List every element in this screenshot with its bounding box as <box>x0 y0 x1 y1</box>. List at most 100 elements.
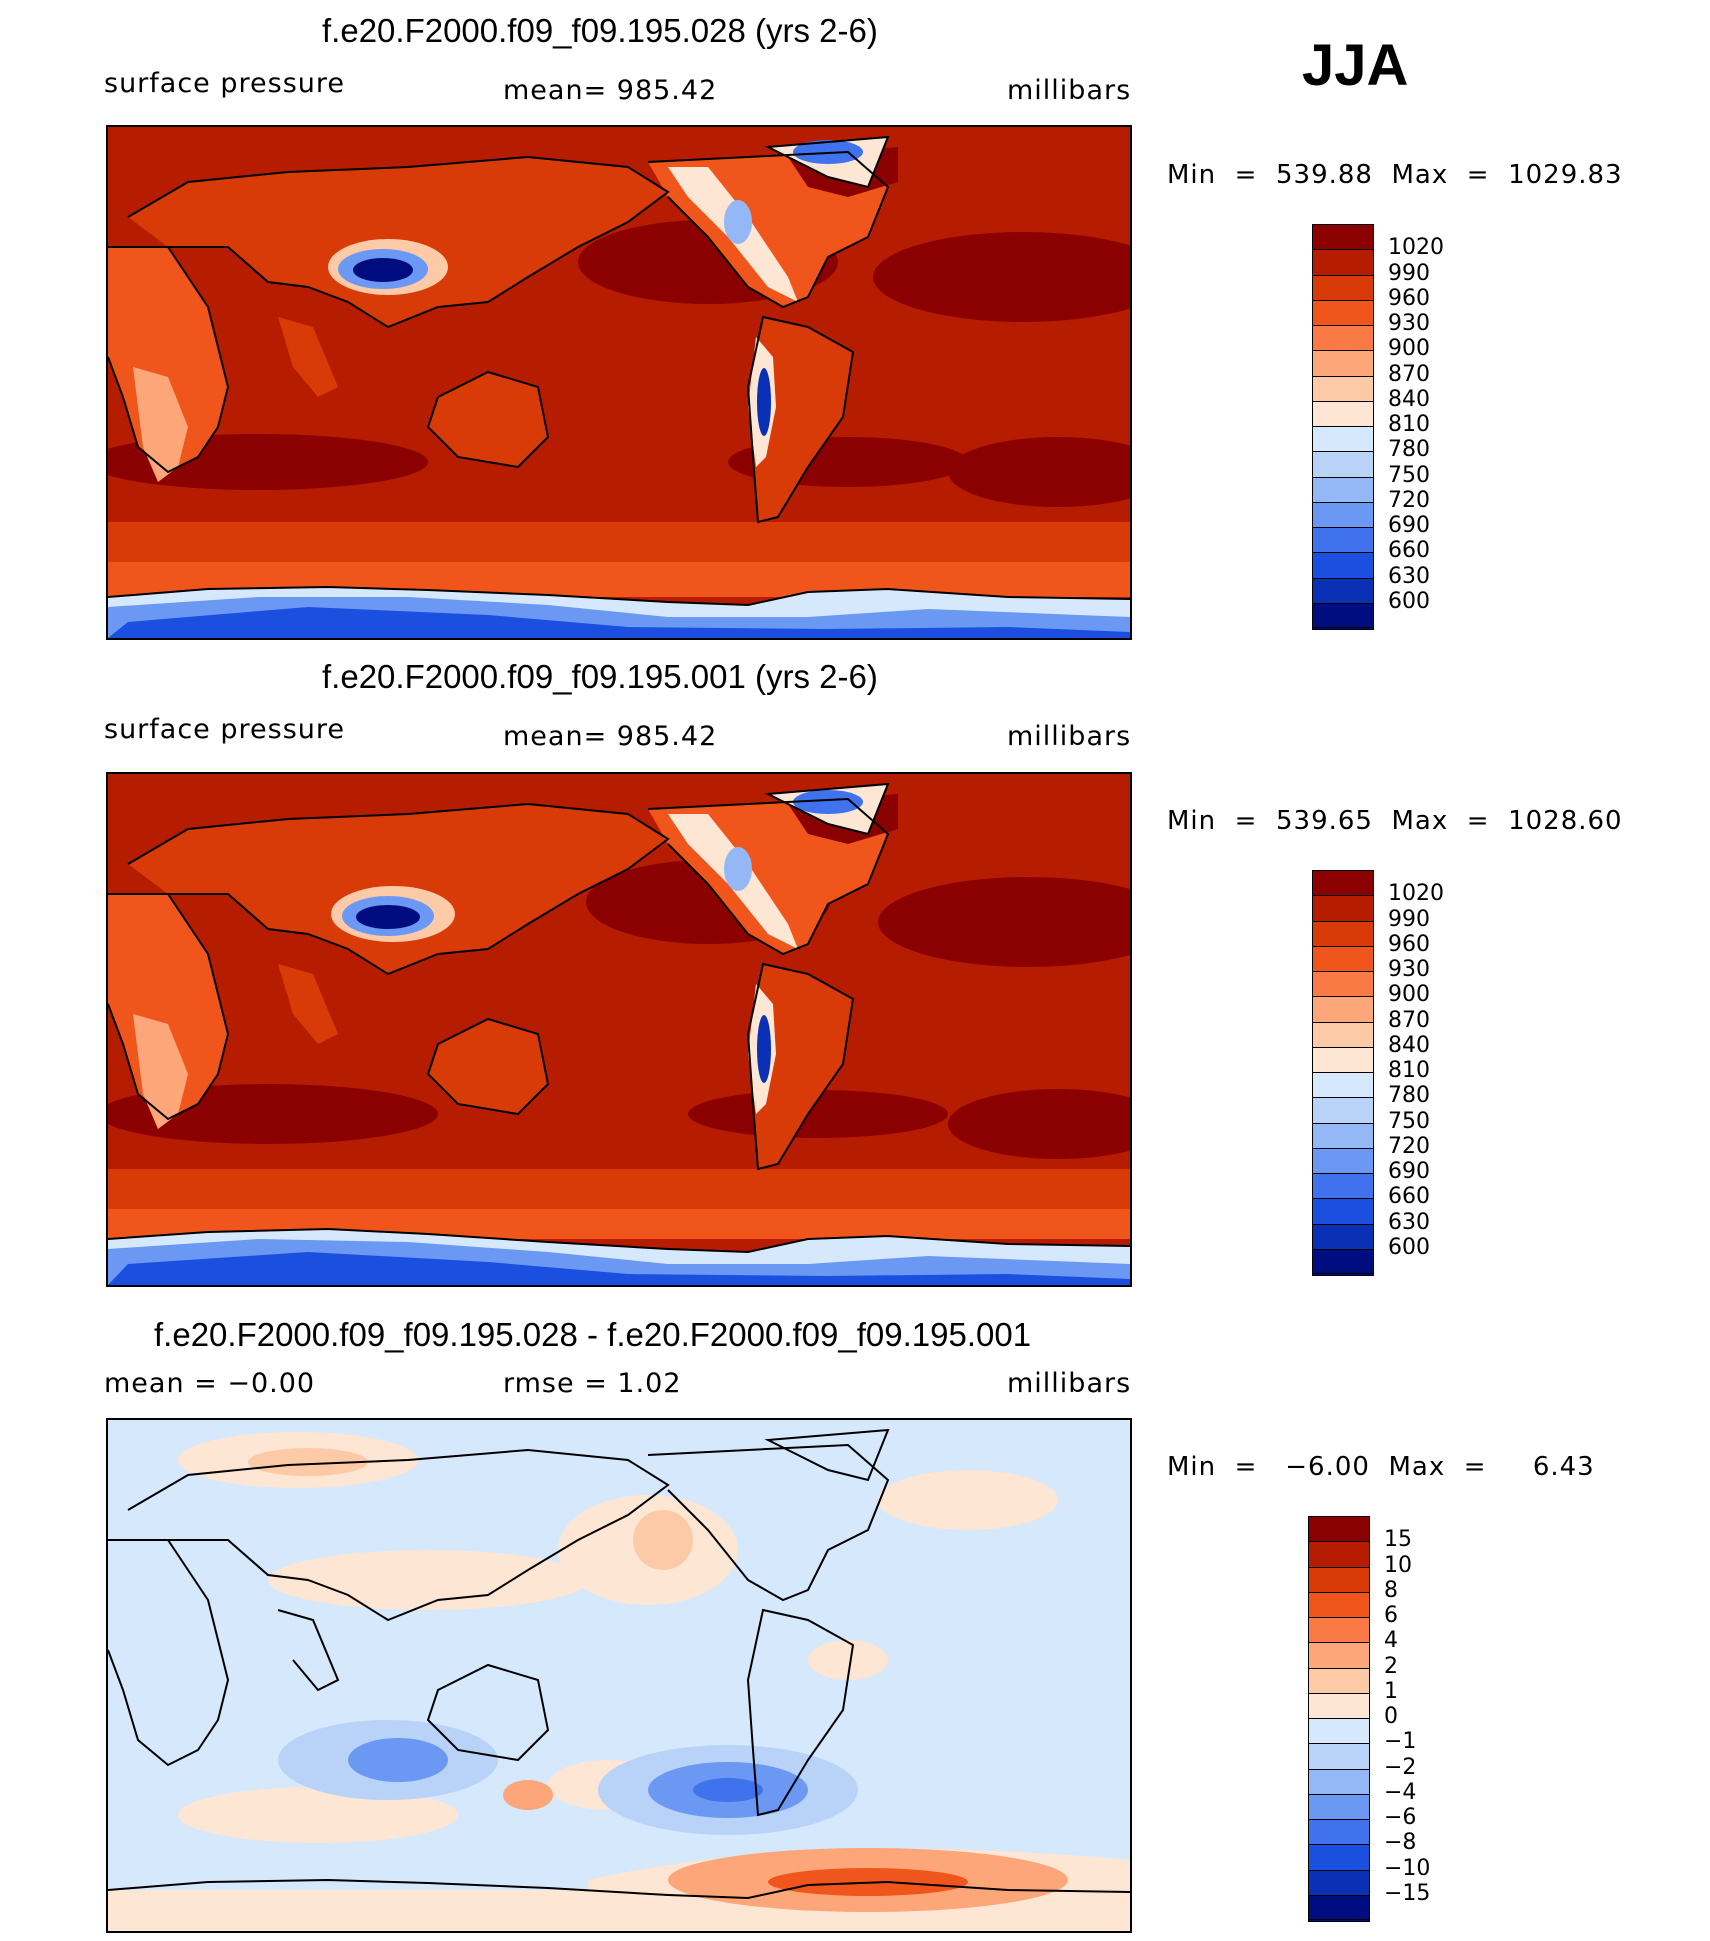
panel-3-map <box>106 1418 1132 1933</box>
neg-indian-core <box>348 1738 448 1782</box>
colorbar-swatch <box>1308 1541 1370 1568</box>
greenland-core <box>793 790 863 814</box>
colorbar-tick-label: 660 <box>1388 1184 1430 1210</box>
panel-1-mean-label: mean= 985.42 <box>503 75 718 106</box>
south-atlantic-high <box>948 437 1130 507</box>
colorbar-tick-label: 1 <box>1384 1678 1398 1704</box>
colorbar-swatch <box>1308 1844 1370 1871</box>
andes-core <box>757 1015 771 1083</box>
colorbar-tick-label: 720 <box>1388 487 1430 513</box>
colorbar-tick-label: 8 <box>1384 1577 1398 1603</box>
colorbar-tick-label: 930 <box>1388 311 1430 336</box>
colorbar-tick-label: 810 <box>1388 1058 1430 1083</box>
australia <box>428 372 548 467</box>
colorbar-tick-label: 960 <box>1388 931 1430 957</box>
colorbar-tick-label: 15 <box>1384 1527 1412 1553</box>
colorbar-tick-label: 870 <box>1388 1007 1430 1033</box>
colorbar-tick-label: 4 <box>1384 1628 1398 1654</box>
panel-2-minmax: Min = 539.65 Max = 1028.60 <box>1167 806 1623 836</box>
colorbar-tick-label: 1020 <box>1388 235 1444 261</box>
colorbar-tick-label: 690 <box>1388 513 1430 538</box>
panel-3-colorbar-frame <box>1308 1516 1370 1920</box>
colorbar-tick-label: 750 <box>1388 462 1430 488</box>
panel-1-colorbar-frame <box>1312 224 1374 628</box>
panel-2-map-svg <box>108 774 1130 1285</box>
season-label: JJA <box>1302 33 1409 98</box>
colorbar-tick-label: −10 <box>1384 1855 1431 1881</box>
panel-1-colorbar: 1020 990 960 930 900 870 840 810 780 750 720 690 660… <box>1312 224 1444 630</box>
colorbar-swatch <box>1312 971 1374 998</box>
pos-eurasia-core <box>248 1448 368 1476</box>
neg-south-pacific-core <box>693 1778 763 1802</box>
south-america <box>748 964 853 1169</box>
colorbar-tick-label: 930 <box>1388 957 1430 982</box>
pos-indian <box>178 1787 458 1843</box>
colorbar-tick-label: −1 <box>1384 1729 1417 1755</box>
colorbar-tick-label: 990 <box>1388 260 1430 286</box>
panel-2-mean-label: mean= 985.42 <box>503 721 718 752</box>
colorbar-swatch <box>1312 299 1374 327</box>
panel-3-mean-label: mean = −0.00 <box>104 1368 316 1399</box>
panel-2-units-label: millibars <box>1007 721 1132 752</box>
colorbar-tick-label: 900 <box>1388 982 1430 1008</box>
colorbar-tick-label: −4 <box>1384 1779 1417 1805</box>
colorbar-tick-label: 810 <box>1388 412 1430 437</box>
panel-3-title: f.e20.F2000.f09_f09.195.028 - f.e20.F200… <box>154 1316 1032 1353</box>
colorbar-tick-label: 900 <box>1388 336 1430 362</box>
colorbar-tick-label: 0 <box>1384 1704 1398 1729</box>
colorbar-tick-label: 750 <box>1388 1108 1430 1134</box>
colorbar-swatch <box>1308 1692 1370 1720</box>
panel-1-map <box>106 125 1132 640</box>
colorbar-tick-label: −15 <box>1384 1880 1431 1906</box>
colorbar-tick-label: −2 <box>1384 1754 1417 1780</box>
colorbar-swatch <box>1312 1046 1374 1074</box>
colorbar-swatch <box>1312 224 1374 251</box>
north-atlantic-high <box>878 877 1130 967</box>
colorbar-tick-label: 690 <box>1388 1159 1430 1184</box>
colorbar-tick-label: −6 <box>1384 1805 1417 1830</box>
colorbar-swatch <box>1312 602 1374 630</box>
colorbar-swatch <box>1308 1819 1370 1846</box>
panel-2-variable-label: surface pressure <box>104 714 345 745</box>
panel-1-variable-label: surface pressure <box>104 68 345 99</box>
colorbar-tick-label: 840 <box>1388 386 1430 412</box>
colorbar-tick-label: 870 <box>1388 361 1430 387</box>
colorbar-swatch <box>1308 1793 1370 1821</box>
pos-tropical <box>808 1640 888 1680</box>
panel-1-title: f.e20.F2000.f09_f09.195.028 (yrs 2-6) <box>322 12 878 49</box>
panel-2-colorbar: 1020 990 960 930 900 870 840 810 780 750 720 690 660… <box>1312 870 1444 1276</box>
colorbar-tick-label: 630 <box>1388 1209 1430 1235</box>
coastlines <box>108 135 1130 607</box>
india <box>278 317 338 397</box>
colorbar-tick-label: 6 <box>1384 1603 1398 1628</box>
colorbar-swatch <box>1312 1248 1374 1276</box>
colorbar-tick-label: 10 <box>1384 1552 1412 1578</box>
pos-tasman-core <box>503 1780 553 1810</box>
panel-2-map <box>106 772 1132 1287</box>
colorbar-tick-label: 960 <box>1388 285 1430 311</box>
colorbar-tick-label: 2 <box>1384 1653 1398 1679</box>
colorbar-swatch <box>1312 426 1374 453</box>
colorbar-tick-label: 660 <box>1388 538 1430 564</box>
colorbar-tick-label: 720 <box>1388 1133 1430 1159</box>
panel-3-units-label: millibars <box>1007 1368 1132 1399</box>
panel-3-colorbar: 15 10 8 6 4 2 1 0 −1 −2 −4 −6 −8 −10 −15 <box>1308 1516 1430 1922</box>
africa <box>108 247 228 472</box>
southern-ocean-band <box>108 522 1130 562</box>
antarctica-core <box>108 607 1130 638</box>
north-atlantic-high <box>873 232 1130 322</box>
africa <box>108 894 228 1119</box>
panel-1-units-label: millibars <box>1007 75 1132 106</box>
india <box>278 964 338 1044</box>
panel-2-colorbar-frame <box>1312 870 1374 1274</box>
antarctica-core <box>108 1252 1130 1285</box>
colorbar-swatch <box>1308 1869 1370 1897</box>
colorbar-tick-label: 1020 <box>1388 881 1444 907</box>
coastlines <box>108 1428 1130 1900</box>
colorbar-tick-label: 840 <box>1388 1032 1430 1058</box>
rockies-low <box>724 200 752 244</box>
panel-3-map-svg <box>108 1420 1130 1931</box>
colorbar-tick-label: 600 <box>1388 1234 1430 1260</box>
rockies-low <box>724 847 752 891</box>
colorbar-tick-label: 630 <box>1388 563 1430 589</box>
